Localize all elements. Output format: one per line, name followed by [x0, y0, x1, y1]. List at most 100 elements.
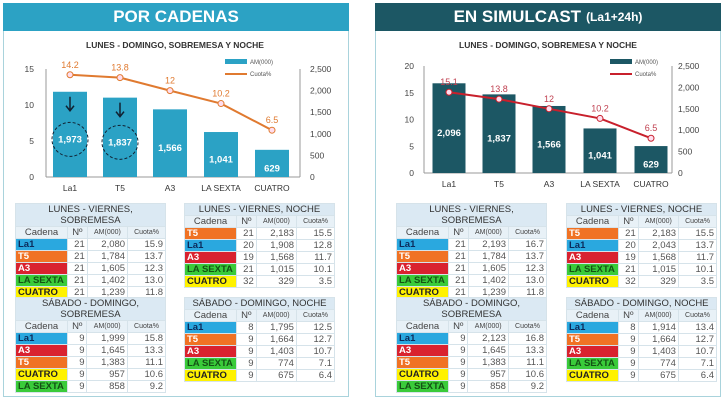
value-cell: 1,795: [255, 321, 297, 334]
bar-la-sexta: [204, 132, 238, 177]
value-cell: 8: [236, 321, 257, 334]
y-tick-left: 0: [29, 172, 34, 182]
value-cell: 2,193: [467, 238, 510, 251]
table-row: CUATRO 32 329 3.5: [184, 275, 335, 288]
y-tick-right: 2,500: [310, 64, 332, 74]
column-header: Nº: [236, 309, 257, 322]
bar-label: 1,973: [58, 134, 82, 145]
channel-cell: A3: [184, 345, 237, 358]
value-cell: 21: [448, 274, 469, 287]
cuota-label: 15.1: [440, 77, 458, 87]
table-row: T5 21 2,183 15.5: [566, 227, 717, 240]
table-row: T5 9 1,383 11.1: [15, 356, 167, 369]
table-row: CUATRO 9 675 6.4: [566, 369, 718, 382]
channel-cell: LA SEXTA: [396, 274, 449, 287]
value-cell: 11.8: [508, 286, 547, 299]
table-title: LUNES - VIERNES, NOCHE: [184, 203, 335, 216]
value-cell: 9: [447, 356, 469, 369]
y-tick-left: 10: [405, 115, 415, 125]
value-cell: 9: [236, 369, 257, 382]
channel-cell: A3: [184, 251, 237, 264]
table-row: CUATRO 9 675 6.4: [184, 369, 336, 382]
bar-label: 1,041: [588, 151, 612, 162]
cuota-label: 13.8: [111, 63, 129, 73]
table-row: LA SEXTA 21 1,015 10.1: [566, 263, 717, 276]
y-tick-right: 500: [678, 147, 692, 157]
value-cell: 774: [637, 357, 679, 370]
channel-cell: CUATRO: [184, 369, 237, 382]
table-row: T5 21 2,183 15.5: [184, 227, 335, 240]
value-cell: 957: [467, 368, 509, 381]
y-tick-right: 2,500: [678, 61, 700, 71]
ratings-table: LUNES - VIERNES, SOBREMESA Cadena Nº AM(000…: [396, 203, 547, 299]
cuota-point: [445, 88, 453, 96]
bar-label: 1,041: [209, 155, 233, 166]
y-tick-left: 5: [409, 141, 414, 151]
channel-cell: T5: [396, 250, 449, 263]
column-header: Cuota%: [295, 309, 336, 322]
channel-cell: CUATRO: [15, 368, 68, 381]
cuota-label: 10.2: [591, 103, 609, 113]
channel-cell: T5: [566, 227, 619, 240]
value-cell: 7.1: [295, 357, 336, 370]
column-header: Cuota%: [296, 215, 335, 228]
ratings-table: SÁBADO - DOMINGO, SOBREMESA Cadena Nº AM(00…: [15, 297, 167, 393]
value-cell: 32: [236, 275, 257, 288]
cuota-point: [166, 87, 174, 95]
highlight-circle: [101, 124, 139, 160]
channel-cell: LA SEXTA: [15, 274, 68, 287]
value-cell: 1,568: [255, 251, 298, 264]
value-cell: 13.7: [678, 239, 717, 252]
value-cell: 1,403: [637, 345, 679, 358]
value-cell: 20: [618, 239, 639, 252]
value-cell: 1,645: [86, 344, 128, 357]
arrow-down-icon: [115, 102, 125, 118]
column-header: Cuota%: [507, 320, 548, 333]
table-row: A3 21 1,605 12.3: [15, 262, 166, 275]
value-cell: 21: [448, 250, 469, 263]
channel-cell: LA SEXTA: [15, 380, 68, 393]
value-cell: 9: [618, 345, 639, 358]
column-header: Cadena: [396, 226, 449, 239]
value-cell: 21: [67, 274, 88, 287]
value-cell: 21: [448, 262, 469, 275]
table-row: La1 20 2,043 13.7: [566, 239, 717, 252]
value-cell: 1,383: [467, 356, 509, 369]
panel-title: POR CADENAS: [113, 7, 239, 26]
y-tick-right: 1,500: [310, 107, 332, 117]
y-tick-right: 1,000: [310, 129, 332, 139]
channel-cell: T5: [566, 333, 619, 346]
value-cell: 21: [618, 263, 639, 276]
panel-title-suffix: (La1+24h): [586, 10, 643, 24]
table-row: LA SEXTA 21 1,402 13.0: [396, 274, 547, 287]
highlight-circle: [51, 121, 89, 157]
value-cell: 9: [236, 357, 257, 370]
channel-cell: La1: [566, 321, 619, 334]
value-cell: 9: [447, 332, 469, 345]
x-tick-label: A3: [544, 179, 555, 189]
channel-cell: La1: [184, 321, 237, 334]
value-cell: 1,914: [637, 321, 679, 334]
legend-label: Cuota%: [635, 72, 657, 78]
channel-cell: T5: [184, 227, 237, 240]
table-row: LA SEXTA 21 1,015 10.1: [184, 263, 335, 276]
table-row: A3 9 1,403 10.7: [566, 345, 718, 358]
table-title: LUNES - VIERNES, SOBREMESA: [396, 203, 547, 227]
value-cell: 10.6: [126, 368, 167, 381]
column-header: AM(000): [255, 215, 298, 228]
table-row: A3 21 1,605 12.3: [396, 262, 547, 275]
value-cell: 1,999: [86, 332, 128, 345]
cuota-point: [268, 126, 276, 134]
value-cell: 675: [637, 369, 679, 382]
channel-cell: LA SEXTA: [566, 357, 619, 370]
table-row: T5 9 1,664 12.7: [184, 333, 336, 346]
column-header: Cadena: [184, 309, 237, 322]
value-cell: 9: [618, 357, 639, 370]
table-row: LA SEXTA 9 858 9.2: [396, 380, 548, 393]
ratings-table: SÁBADO - DOMINGO, NOCHE Cadena Nº AM(000) Cu…: [566, 297, 718, 382]
cuota-point: [545, 105, 553, 113]
ratings-table: LUNES - VIERNES, NOCHE Cadena Nº AM(000) Cuo…: [566, 203, 717, 288]
table-row: La1 21 2,193 16.7: [396, 238, 547, 251]
column-header: Cadena: [566, 215, 619, 228]
chart-title: LUNES - DOMINGO, SOBREMESA Y NOCHE: [86, 40, 264, 50]
